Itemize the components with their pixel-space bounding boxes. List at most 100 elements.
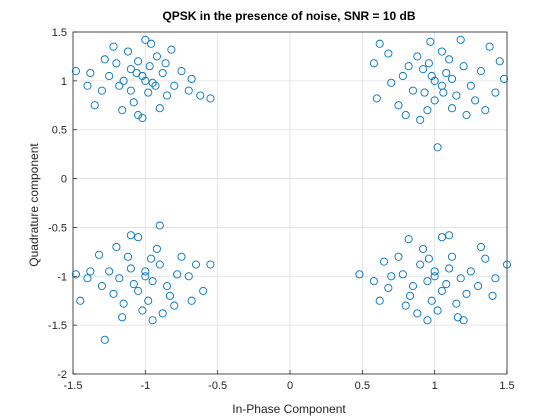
data-point [384, 283, 393, 293]
data-point [495, 57, 504, 66]
data-point [485, 42, 494, 51]
data-point [161, 59, 170, 68]
data-point [97, 282, 106, 291]
data-point [118, 106, 127, 115]
data-point [115, 81, 124, 90]
data-point [491, 88, 500, 97]
data-point [177, 67, 186, 76]
data-point [90, 101, 99, 110]
y-tick-label: 1.5 [52, 27, 67, 39]
data-point [419, 65, 428, 74]
data-point [430, 272, 439, 281]
data-point [187, 74, 196, 83]
data-point [148, 277, 157, 286]
data-point [445, 264, 454, 273]
data-point [199, 286, 208, 295]
data-point [398, 270, 407, 279]
x-tick-label: 1.5 [499, 380, 514, 392]
data-point [170, 301, 179, 310]
data-point [447, 252, 457, 261]
data-point [427, 296, 436, 305]
data-point [416, 115, 425, 124]
data-point [126, 65, 135, 74]
y-tick-label: -2 [57, 369, 67, 381]
data-point [119, 299, 128, 308]
data-point [502, 260, 512, 269]
chart-title: QPSK in the presence of noise, SNR = 10 … [162, 9, 415, 23]
data-point [481, 106, 490, 115]
data-point [94, 250, 104, 259]
data-point [167, 45, 176, 54]
data-point [158, 68, 167, 78]
data-point [170, 81, 179, 90]
data-point [445, 55, 454, 64]
data-point [196, 91, 205, 100]
data-point [398, 71, 407, 81]
data-point [491, 274, 500, 283]
data-point [71, 270, 80, 279]
y-tick-label: 0 [61, 174, 67, 186]
data-point [71, 67, 80, 76]
data-point [466, 81, 475, 90]
data-point [162, 282, 172, 291]
data-point [456, 35, 465, 44]
data-point [105, 71, 114, 81]
data-point [129, 280, 138, 289]
data-point [459, 62, 468, 71]
data-point [437, 81, 446, 90]
data-point [123, 252, 133, 261]
data-point [141, 35, 150, 44]
data-point [369, 277, 378, 286]
data-point [86, 68, 95, 78]
data-point [372, 94, 381, 103]
data-point [187, 296, 196, 305]
data-point [442, 280, 451, 289]
y-tick-label: -1.5 [48, 320, 67, 332]
data-point [144, 296, 153, 305]
data-point [379, 257, 389, 266]
data-point [404, 235, 413, 244]
data-point [408, 282, 418, 291]
data-point [500, 74, 509, 83]
data-point [155, 104, 164, 113]
data-point [447, 74, 457, 83]
data-point [105, 267, 114, 276]
data-point [112, 242, 121, 252]
data-point [404, 62, 413, 71]
data-point [97, 86, 106, 95]
grid [72, 31, 508, 375]
data-point [433, 306, 442, 315]
data-point [100, 335, 109, 344]
data-point [123, 47, 133, 56]
data-point [476, 242, 486, 252]
data-point [118, 313, 127, 322]
data-point [151, 81, 160, 90]
data-point [452, 299, 461, 308]
data-point [387, 78, 396, 87]
data-point [129, 98, 138, 107]
data-point [394, 101, 403, 110]
data-point [416, 260, 425, 269]
data-point [138, 306, 147, 315]
data-point [430, 267, 439, 276]
data-point [413, 52, 422, 61]
x-tick-label: 0.5 [355, 380, 370, 392]
data-point [437, 47, 446, 56]
data-point [423, 316, 432, 325]
data-point [430, 96, 439, 105]
data-point [112, 59, 121, 68]
data-point [474, 282, 483, 291]
y-tick-label: 1 [61, 76, 67, 88]
data-point [476, 67, 486, 76]
data-point [141, 76, 150, 85]
data-point [141, 267, 150, 276]
data-point [424, 59, 433, 68]
data-point [424, 254, 433, 263]
x-tick-label: 1 [432, 380, 438, 392]
data-point [134, 111, 143, 120]
data-point [430, 76, 439, 85]
data-point [134, 286, 143, 295]
data-point [144, 88, 153, 97]
